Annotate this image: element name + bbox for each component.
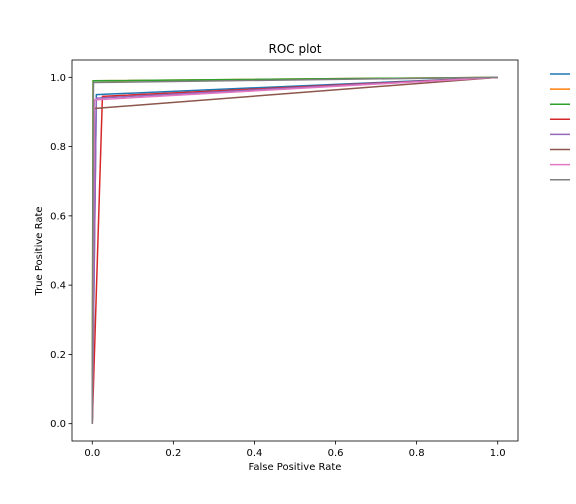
y-tick-label-4: 0.8 [50,142,66,153]
x-tick-label-4: 0.8 [409,448,425,459]
y-ticks: 0.0 0.2 0.4 0.6 0.8 1.0 [50,73,72,430]
x-tick-label-1: 0.2 [165,448,181,459]
chart-title: ROC plot [269,42,322,56]
y-tick-label-3: 0.6 [50,211,66,222]
y-axis-label: True Positive Rate [34,206,45,296]
x-ticks: 0.0 0.2 0.4 0.6 0.8 1.0 [84,441,506,459]
x-axis-label: False Positive Rate [249,462,342,473]
plot-frame [71,59,519,442]
series-line-8 [91,76,498,424]
x-tick-label-0: 0.0 [84,448,100,459]
legend [550,73,570,181]
plot-background [72,60,518,441]
x-tick-label-2: 0.4 [247,448,263,459]
y-tick-label-2: 0.4 [50,281,66,292]
x-tick-label-3: 0.6 [328,448,344,459]
y-tick-label-0: 0.0 [50,419,66,430]
series-layer [91,76,498,424]
y-tick-label-1: 0.2 [50,350,66,361]
x-tick-label-5: 1.0 [490,448,506,459]
y-tick-label-5: 1.0 [50,73,66,84]
